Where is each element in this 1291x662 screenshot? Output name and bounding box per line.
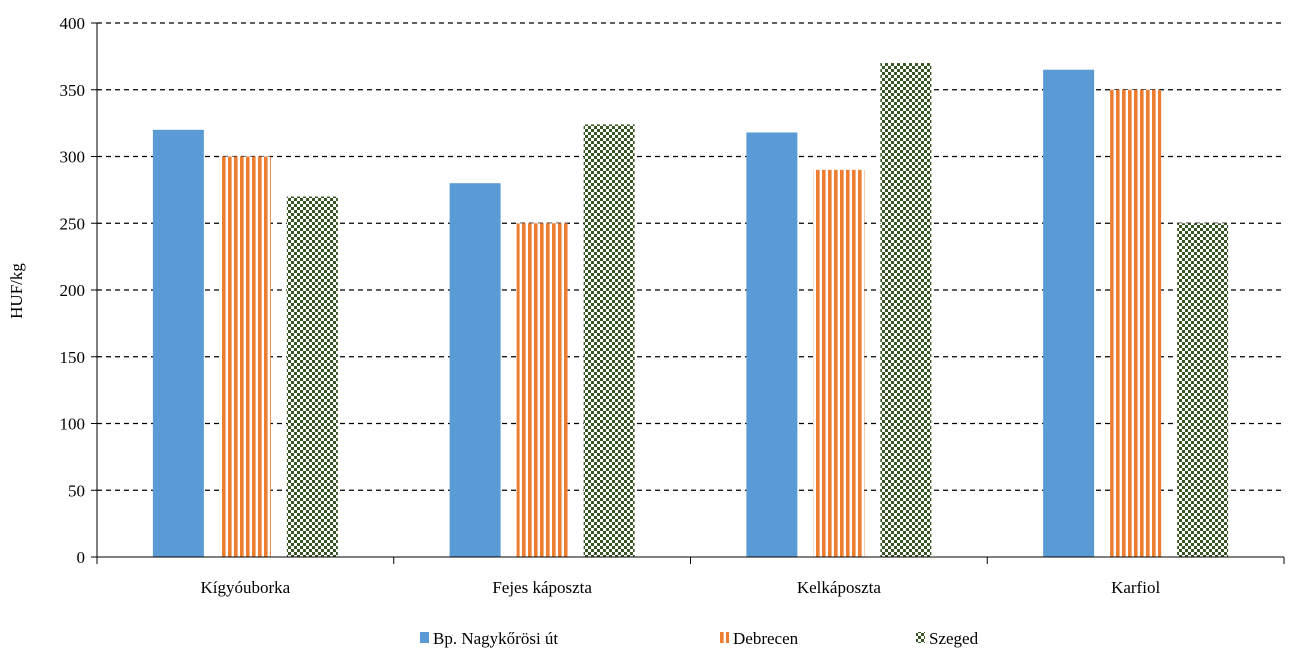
bar-bp-1 <box>449 183 501 557</box>
bar-debrecen-0 <box>219 156 271 557</box>
bars <box>152 63 1229 558</box>
legend-label: Szeged <box>929 629 979 648</box>
bar-szeged-3 <box>1177 223 1229 557</box>
y-tick-label: 200 <box>60 281 86 300</box>
y-tick-label: 50 <box>68 481 85 500</box>
bar-debrecen-3 <box>1110 89 1162 557</box>
bar-debrecen-1 <box>516 223 568 557</box>
y-tick-label: 300 <box>60 148 86 167</box>
legend-swatch <box>720 632 729 643</box>
y-tick-label: 400 <box>60 14 86 33</box>
y-tick-label: 100 <box>60 415 86 434</box>
x-tick-label: Fejes káposzta <box>492 578 592 597</box>
x-tick-label: Kelkáposzta <box>797 578 881 597</box>
legend-label: Bp. Nagykőrösi út <box>433 629 558 648</box>
gridlines <box>97 22 1284 491</box>
bar-szeged-1 <box>583 124 635 558</box>
y-tick-label: 350 <box>60 81 86 100</box>
bar-bp-0 <box>152 129 204 558</box>
legend-swatch <box>420 632 429 643</box>
bar-debrecen-2 <box>813 169 865 557</box>
bar-szeged-2 <box>880 63 932 558</box>
y-tick-label: 150 <box>60 348 86 367</box>
x-tick-label: Kígyóuborka <box>201 578 291 597</box>
axis-labels: HUF/kg <box>7 263 26 319</box>
axes: 0 50 100 150 200 250 300 350 400 Kígyóuborka Fejes… <box>60 14 1285 597</box>
y-tick-label: 0 <box>77 548 86 567</box>
y-axis-title: HUF/kg <box>7 263 26 319</box>
bar-bp-2 <box>746 132 798 557</box>
legend-label: Debrecen <box>733 629 799 648</box>
x-tick-label: Karfiol <box>1111 578 1160 597</box>
legend-swatch <box>916 632 925 643</box>
legend: Bp. Nagykőrösi út Debrecen Szeged <box>420 629 979 648</box>
bar-szeged-0 <box>286 196 338 558</box>
y-tick-label: 250 <box>60 214 86 233</box>
bar-bp-3 <box>1043 69 1095 557</box>
